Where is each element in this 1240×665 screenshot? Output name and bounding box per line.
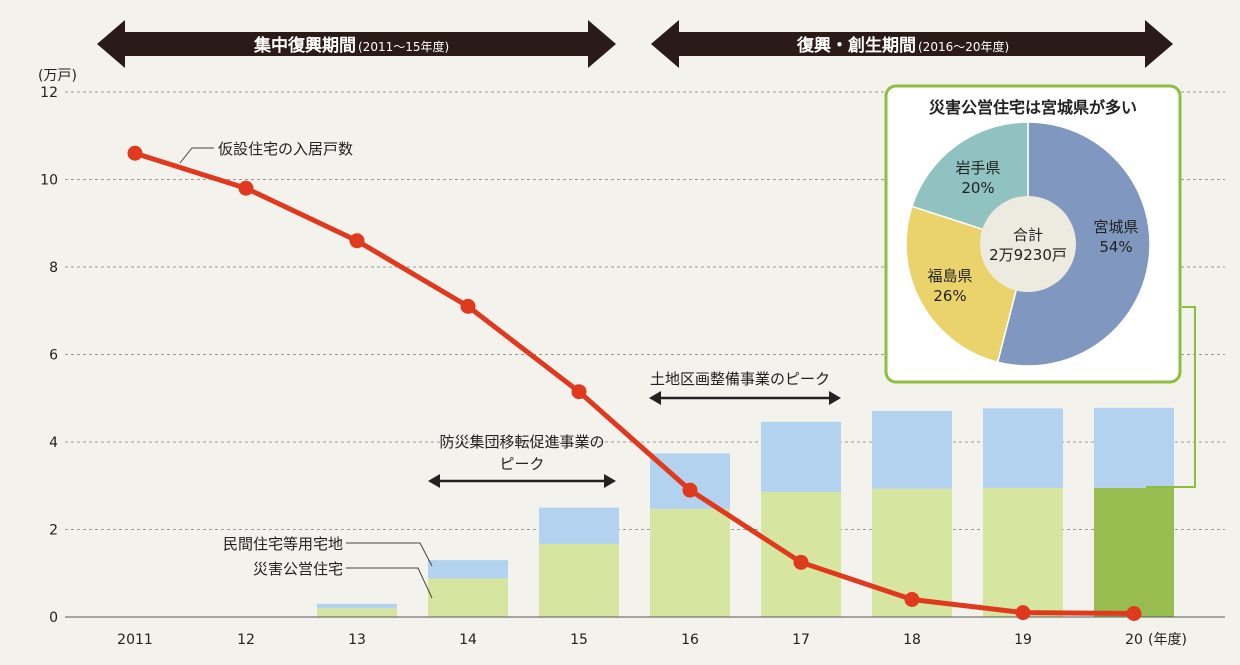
line-annotation: 仮設住宅の入居戸数 [179, 140, 353, 164]
bar-public-housing [761, 491, 841, 617]
bar-private-land [872, 410, 952, 489]
arrow-head-left [649, 391, 661, 405]
period-arrow-1: 集中復興期間 (2011〜15年度) [97, 20, 616, 68]
x-tick-label: 13 [348, 632, 366, 648]
y-tick-label: 8 [49, 260, 58, 276]
x-axis-ticks: 2011 12 13 14 15 16 17 18 19 20 [117, 632, 1143, 648]
bar-private-land [1094, 407, 1174, 488]
bar-private-land [317, 603, 397, 609]
line-point [460, 298, 476, 314]
private-land-annotation: 民間住宅等用宅地 [223, 535, 433, 567]
line-path [134, 150, 1135, 616]
slice-value-fukushima: 26% [933, 287, 966, 305]
tochi-peak-label: 土地区画整備事業のピーク [650, 370, 830, 388]
slice-value-miyagi: 54% [1099, 238, 1132, 256]
inset-connector [1146, 306, 1196, 488]
bosai-peak-annotation: 防災集団移転促進事業の ピーク [428, 433, 616, 488]
period-1-range: (2011〜15年度) [358, 39, 449, 54]
bar-public-housing [539, 543, 619, 617]
inset-title: 災害公営住宅は宮城県が多い [929, 98, 1137, 117]
line-point [127, 145, 143, 161]
public-housing-label: 災害公営住宅 [253, 560, 343, 578]
slice-label-miyagi: 宮城県 [1093, 218, 1138, 236]
bar-private-land [761, 421, 841, 492]
line-series-label: 仮設住宅の入居戸数 [218, 140, 353, 158]
private-land-label: 民間住宅等用宅地 [223, 535, 343, 553]
arrow-head-right [604, 474, 616, 488]
x-tick-label: 16 [681, 632, 699, 648]
slice-label-fukushima: 福島県 [927, 267, 972, 285]
y-axis-ticks: 0 2 4 6 8 10 12 [40, 85, 58, 626]
y-tick-label: 6 [49, 348, 58, 364]
bosai-peak-label-1: 防災集団移転促進事業の [439, 433, 604, 451]
public-housing-annotation: 災害公営住宅 [253, 560, 433, 599]
line-point [1126, 606, 1142, 621]
y-tick-label: 10 [40, 173, 58, 189]
donut-center-label-2: 2万9230戸 [989, 246, 1067, 264]
period-arrow-2: 復興・創生期間 (2016〜20年度) [651, 20, 1173, 68]
x-tick-label: 12 [237, 632, 255, 648]
arrow-head-left [428, 474, 440, 488]
bar-private-land [539, 507, 619, 544]
donut-center-label-1: 合計 [1013, 226, 1043, 244]
bar-private-land [428, 560, 508, 579]
x-tick-label: 15 [570, 632, 588, 648]
y-tick-label: 2 [49, 523, 58, 539]
bars [317, 407, 1174, 617]
bar-public-housing [650, 508, 730, 617]
arrow-head-right [829, 391, 841, 405]
line-point [1015, 605, 1031, 621]
y-tick-label: 0 [49, 610, 58, 626]
bar-public-housing [1094, 487, 1174, 617]
bosai-peak-label-2: ピーク [499, 455, 544, 473]
x-tick-label: 17 [792, 632, 810, 648]
line-point [793, 554, 809, 570]
x-tick-label: 20 [1125, 632, 1143, 648]
bar-public-housing [428, 578, 508, 617]
temporary-housing-line [127, 145, 1142, 621]
y-axis-unit: (万戸) [38, 68, 77, 84]
donut-center [980, 196, 1076, 292]
x-tick-label: 14 [459, 632, 477, 648]
x-tick-label: 18 [903, 632, 921, 648]
line-point [571, 384, 587, 400]
x-tick-label: 19 [1014, 632, 1032, 648]
slice-value-iwate: 20% [961, 179, 994, 197]
line-point [904, 592, 920, 607]
tochi-peak-annotation: 土地区画整備事業のピーク [649, 370, 841, 405]
line-point [682, 482, 698, 498]
period-2-label: 復興・創生期間 [796, 35, 916, 56]
line-point [349, 233, 365, 249]
line-point [238, 180, 254, 196]
bar-private-land [650, 453, 730, 509]
x-tick-label: 2011 [117, 632, 153, 648]
y-tick-label: 12 [40, 85, 58, 101]
y-tick-label: 4 [49, 435, 58, 451]
bar-public-housing [317, 608, 397, 617]
slice-label-iwate: 岩手県 [955, 159, 1000, 177]
bar-public-housing [983, 487, 1063, 617]
x-axis-unit: (年度) [1148, 632, 1187, 648]
bar-private-land [983, 408, 1063, 488]
inset-panel: 災害公営住宅は宮城県が多い 合計 2万9230戸 宮城県 54% 福島県 26%… [884, 84, 1182, 384]
period-2-range: (2016〜20年度) [918, 39, 1009, 54]
period-1-label: 集中復興期間 [253, 35, 356, 56]
